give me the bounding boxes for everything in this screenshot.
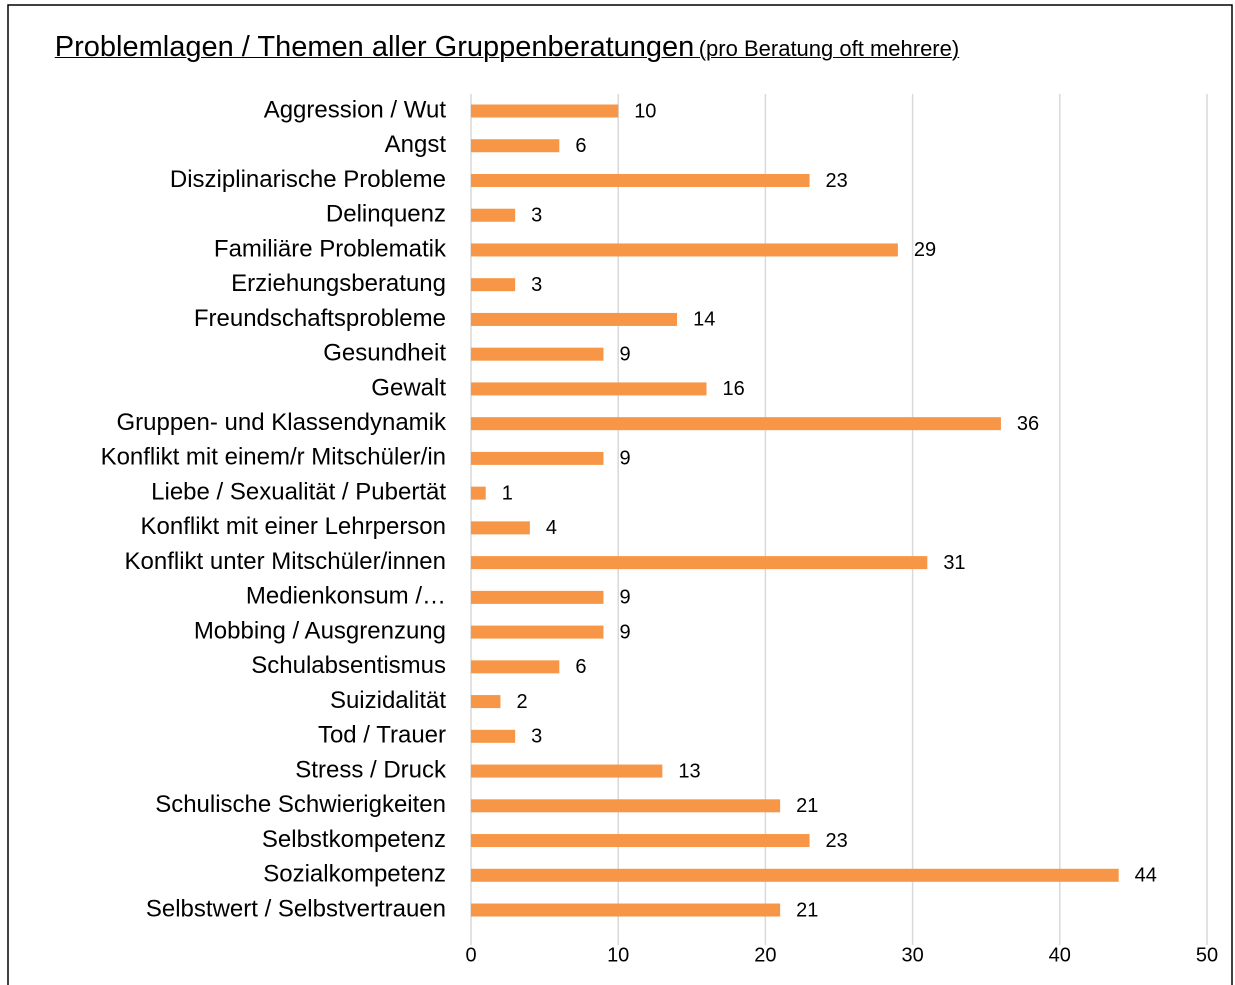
value-label: 36 (1017, 413, 1039, 435)
y-tick-label: Selbstwert / Selbstvertrauen (146, 895, 446, 922)
value-label: 23 (826, 830, 848, 852)
value-label: 9 (619, 587, 630, 609)
x-tick-label: 30 (901, 944, 923, 966)
value-label: 21 (796, 899, 818, 921)
bar (471, 382, 707, 396)
bar (471, 312, 678, 326)
y-tick-label: Selbstkompetenz (262, 826, 446, 853)
y-tick-label: Mobbing / Ausgrenzung (194, 617, 446, 644)
bar (471, 139, 560, 153)
value-label: 9 (619, 448, 630, 470)
value-label: 1 (502, 482, 513, 504)
y-tick-label: Konflikt unter Mitschüler/innen (125, 548, 447, 575)
value-label: 14 (693, 309, 715, 331)
bar (471, 868, 1119, 882)
value-label: 44 (1135, 865, 1157, 887)
value-label: 9 (619, 621, 630, 643)
y-tick-label: Gewalt (371, 374, 446, 401)
chart-subtitle: (pro Beratung oft mehrere) (698, 36, 960, 61)
value-label: 10 (634, 100, 656, 122)
y-tick-label: Stress / Druck (295, 756, 447, 783)
value-label: 23 (826, 170, 848, 192)
bar (471, 903, 781, 917)
y-tick-label: Medienkonsum /… (246, 583, 446, 610)
y-tick-label: Freundschaftsprobleme (194, 305, 446, 332)
bar (471, 486, 486, 500)
bar (471, 208, 516, 222)
y-tick-label: Erziehungsberatung (231, 270, 446, 297)
chart-title: Problemlagen / Themen aller Gruppenberat… (54, 31, 695, 63)
y-tick-label: Konflikt mit einem/r Mitschüler/in (101, 444, 446, 471)
bar (471, 590, 604, 604)
x-tick-label: 20 (754, 944, 776, 966)
y-tick-label: Gesundheit (323, 340, 446, 367)
value-label: 21 (796, 795, 818, 817)
bar (471, 625, 604, 639)
y-tick-label: Angst (385, 131, 447, 158)
value-label: 3 (531, 205, 542, 227)
y-tick-label: Schulabsentismus (251, 652, 446, 679)
bar (471, 834, 810, 848)
y-tick-label: Konflikt mit einer Lehrperson (141, 513, 446, 540)
y-tick-label: Delinquenz (326, 201, 446, 228)
bar (471, 660, 560, 674)
y-tick-label: Schulische Schwierigkeiten (155, 791, 446, 818)
y-tick-label: Tod / Trauer (318, 722, 446, 749)
value-label: 31 (943, 552, 965, 574)
x-tick-label: 40 (1049, 944, 1071, 966)
y-tick-label: Sozialkompetenz (263, 861, 446, 888)
bar (471, 451, 604, 465)
bar (471, 347, 604, 361)
value-label: 2 (516, 691, 527, 713)
x-tick-label: 10 (607, 944, 629, 966)
x-tick-label: 0 (465, 944, 476, 966)
bar (471, 104, 619, 118)
value-label: 13 (678, 760, 700, 782)
value-label: 3 (531, 274, 542, 296)
value-label: 4 (546, 517, 557, 539)
bar (471, 695, 501, 709)
value-label: 9 (619, 343, 630, 365)
bar (471, 243, 898, 257)
bar (471, 278, 516, 292)
y-tick-label: Suizidalität (330, 687, 446, 714)
value-label: 29 (914, 239, 936, 261)
bar (471, 764, 663, 778)
value-label: 3 (531, 726, 542, 748)
x-tick-label: 50 (1196, 944, 1218, 966)
chart-border (7, 4, 1233, 985)
bar (471, 521, 530, 535)
bar (471, 417, 1001, 431)
bar (471, 799, 781, 813)
y-tick-label: Liebe / Sexualität / Pubertät (151, 478, 446, 505)
value-label: 6 (575, 656, 586, 678)
title-block: Problemlagen / Themen aller Gruppenberat… (48, 30, 966, 69)
y-tick-label: Gruppen- und Klassendynamik (116, 409, 447, 436)
y-tick-label: Aggression / Wut (264, 96, 447, 123)
bar (471, 729, 516, 743)
y-tick-label: Disziplinarische Probleme (170, 166, 446, 193)
y-tick-label: Familiäre Problematik (214, 235, 447, 262)
bar (471, 556, 928, 570)
bar (471, 173, 810, 187)
value-label: 16 (723, 378, 745, 400)
value-label: 6 (575, 135, 586, 157)
